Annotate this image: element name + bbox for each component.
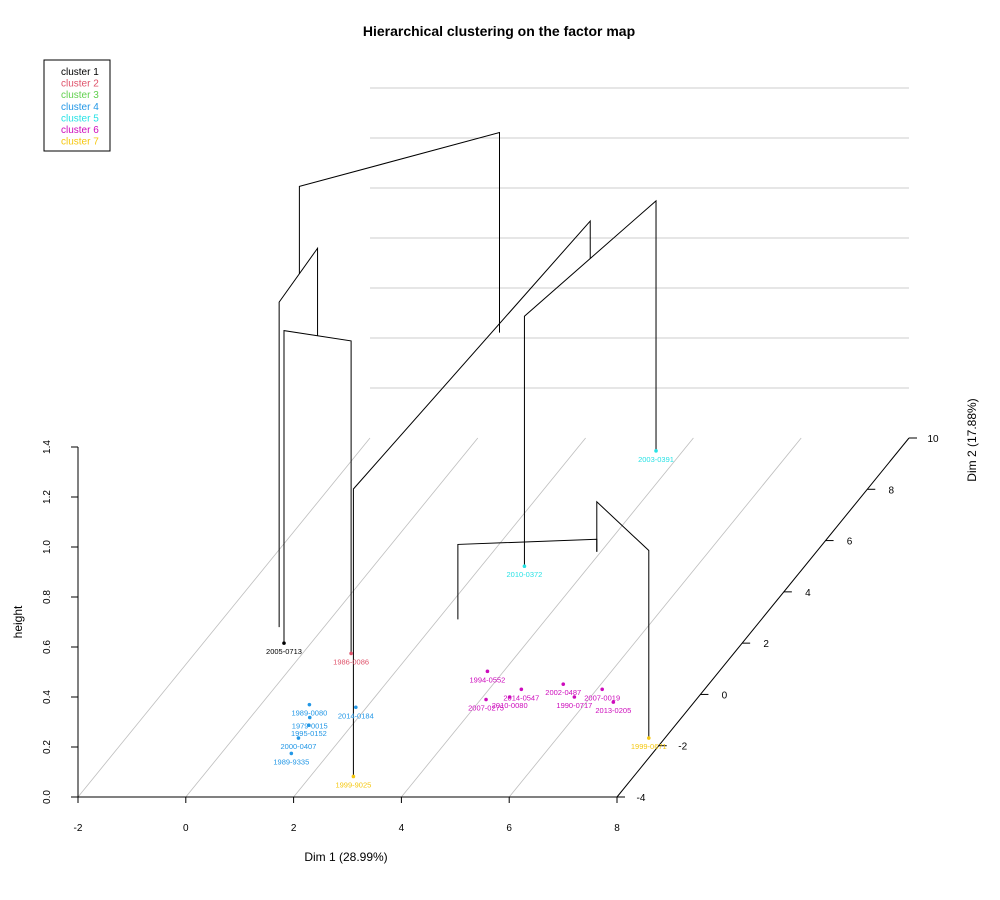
dendrogram-branch <box>596 500 650 739</box>
data-point <box>611 700 616 704</box>
legend-item: cluster 4 <box>61 102 99 113</box>
legend-item: cluster 1 <box>61 67 99 78</box>
grid-line-x <box>401 437 694 798</box>
data-point <box>507 695 512 699</box>
x-tick-label: -2 <box>74 823 83 834</box>
y-tick-label: -2 <box>678 742 687 753</box>
z-tick-label: 0.8 <box>42 590 53 604</box>
dendrogram-branch <box>298 131 500 333</box>
z-axis-label: height <box>11 605 25 638</box>
point-label: 2014-0184 <box>338 711 374 720</box>
data-point <box>282 641 286 645</box>
x-tick-label: 6 <box>506 823 512 834</box>
dendrogram-branch <box>352 219 591 777</box>
z-tick-label: 1.0 <box>42 540 53 554</box>
data-point <box>307 702 312 707</box>
z-tick-label: 1.2 <box>42 490 53 504</box>
dendrogram <box>278 131 657 777</box>
dendrogram-branch <box>283 330 352 654</box>
point-label: 1999-9025 <box>335 780 371 789</box>
z-tick-label: 0.2 <box>42 740 53 754</box>
point-label: 2002-0487 <box>545 688 581 697</box>
data-point <box>307 723 311 727</box>
grid-line-x <box>185 437 479 798</box>
data-point <box>307 715 312 720</box>
y-tick-label: 8 <box>889 485 895 496</box>
y-tick-label: -4 <box>637 793 646 804</box>
y-axis-line <box>616 437 910 798</box>
y-axis-label: Dim 2 (17.88%) <box>965 398 979 481</box>
point-label: 1990-0717 <box>556 701 592 710</box>
dendrogram-branch <box>278 246 319 628</box>
data-point <box>654 449 658 453</box>
data-point <box>572 695 577 699</box>
x-tick-label: 8 <box>614 823 620 834</box>
point-label: 2007-0275 <box>468 704 504 713</box>
point-label: 2014-0547 <box>503 693 539 702</box>
z-tick-label: 0.6 <box>42 640 53 654</box>
data-point <box>561 682 566 686</box>
x-tick-label: 4 <box>399 823 405 834</box>
point-label: 1986-0086 <box>333 657 369 666</box>
point-label: 2013-0205 <box>595 706 631 715</box>
point-label: 2007-0019 <box>584 693 620 702</box>
point-label: 2010-0372 <box>506 570 542 579</box>
point-label: 2005-0713 <box>266 647 302 656</box>
dendrogram-branch <box>457 538 598 620</box>
grid-line-x <box>508 437 802 798</box>
axes: -2 0 2 4 6 8 -4 -2 0 2 4 6 8 10 0.0 0.2 0.4 0.6 0.8 1.0 1.2 1… <box>42 434 939 834</box>
y-tick-label: 2 <box>763 639 769 650</box>
data-point <box>485 669 490 674</box>
data-point <box>289 751 294 756</box>
legend-item: cluster 7 <box>61 137 99 148</box>
grid-line-x <box>77 437 371 798</box>
x-axis-label: Dim 1 (28.99%) <box>304 850 387 864</box>
chart-title: Hierarchical clustering on the factor ma… <box>363 23 635 39</box>
x-tick-label: 0 <box>183 823 189 834</box>
data-point <box>354 705 358 710</box>
legend-item: cluster 2 <box>61 79 99 90</box>
y-tick-label: 4 <box>805 588 811 599</box>
data-point <box>351 774 356 779</box>
z-tick-label: 1.4 <box>42 440 53 454</box>
legend-box <box>43 59 111 152</box>
data-point <box>519 687 524 692</box>
point-label: 2000-0407 <box>281 742 317 751</box>
y-tick-label: 10 <box>927 434 939 445</box>
point-label: 2010-0080 <box>492 701 528 710</box>
data-point <box>484 697 488 702</box>
grid-lines <box>77 87 910 798</box>
data-point <box>296 736 301 740</box>
legend-item: cluster 5 <box>61 113 99 124</box>
y-tick-label: 0 <box>722 690 728 701</box>
point-label: 1995-0152 <box>291 729 327 738</box>
x-tick-label: 2 <box>291 823 297 834</box>
y-tick-label: 6 <box>847 537 853 548</box>
data-point <box>647 736 651 740</box>
data-point <box>522 564 527 569</box>
point-label: 1989-0080 <box>291 709 327 718</box>
z-tick-label: 0.0 <box>42 790 53 804</box>
legend-item: cluster 3 <box>61 90 99 101</box>
data-point <box>600 687 604 692</box>
legend-item: cluster 6 <box>61 125 99 136</box>
point-label: 1989-9335 <box>273 757 309 766</box>
point-label: 1999-0671 <box>631 742 667 751</box>
grid-line-x <box>293 437 586 798</box>
point-label: 1979-0015 <box>292 722 328 731</box>
point-label: 1994-0552 <box>469 675 505 684</box>
data-points: 2005-0713 1986-0086 2000-0407 1989-9335 1995… <box>266 449 674 789</box>
point-label: 2003-0391 <box>638 455 674 464</box>
data-point <box>349 651 353 656</box>
z-tick-label: 0.4 <box>42 690 53 704</box>
